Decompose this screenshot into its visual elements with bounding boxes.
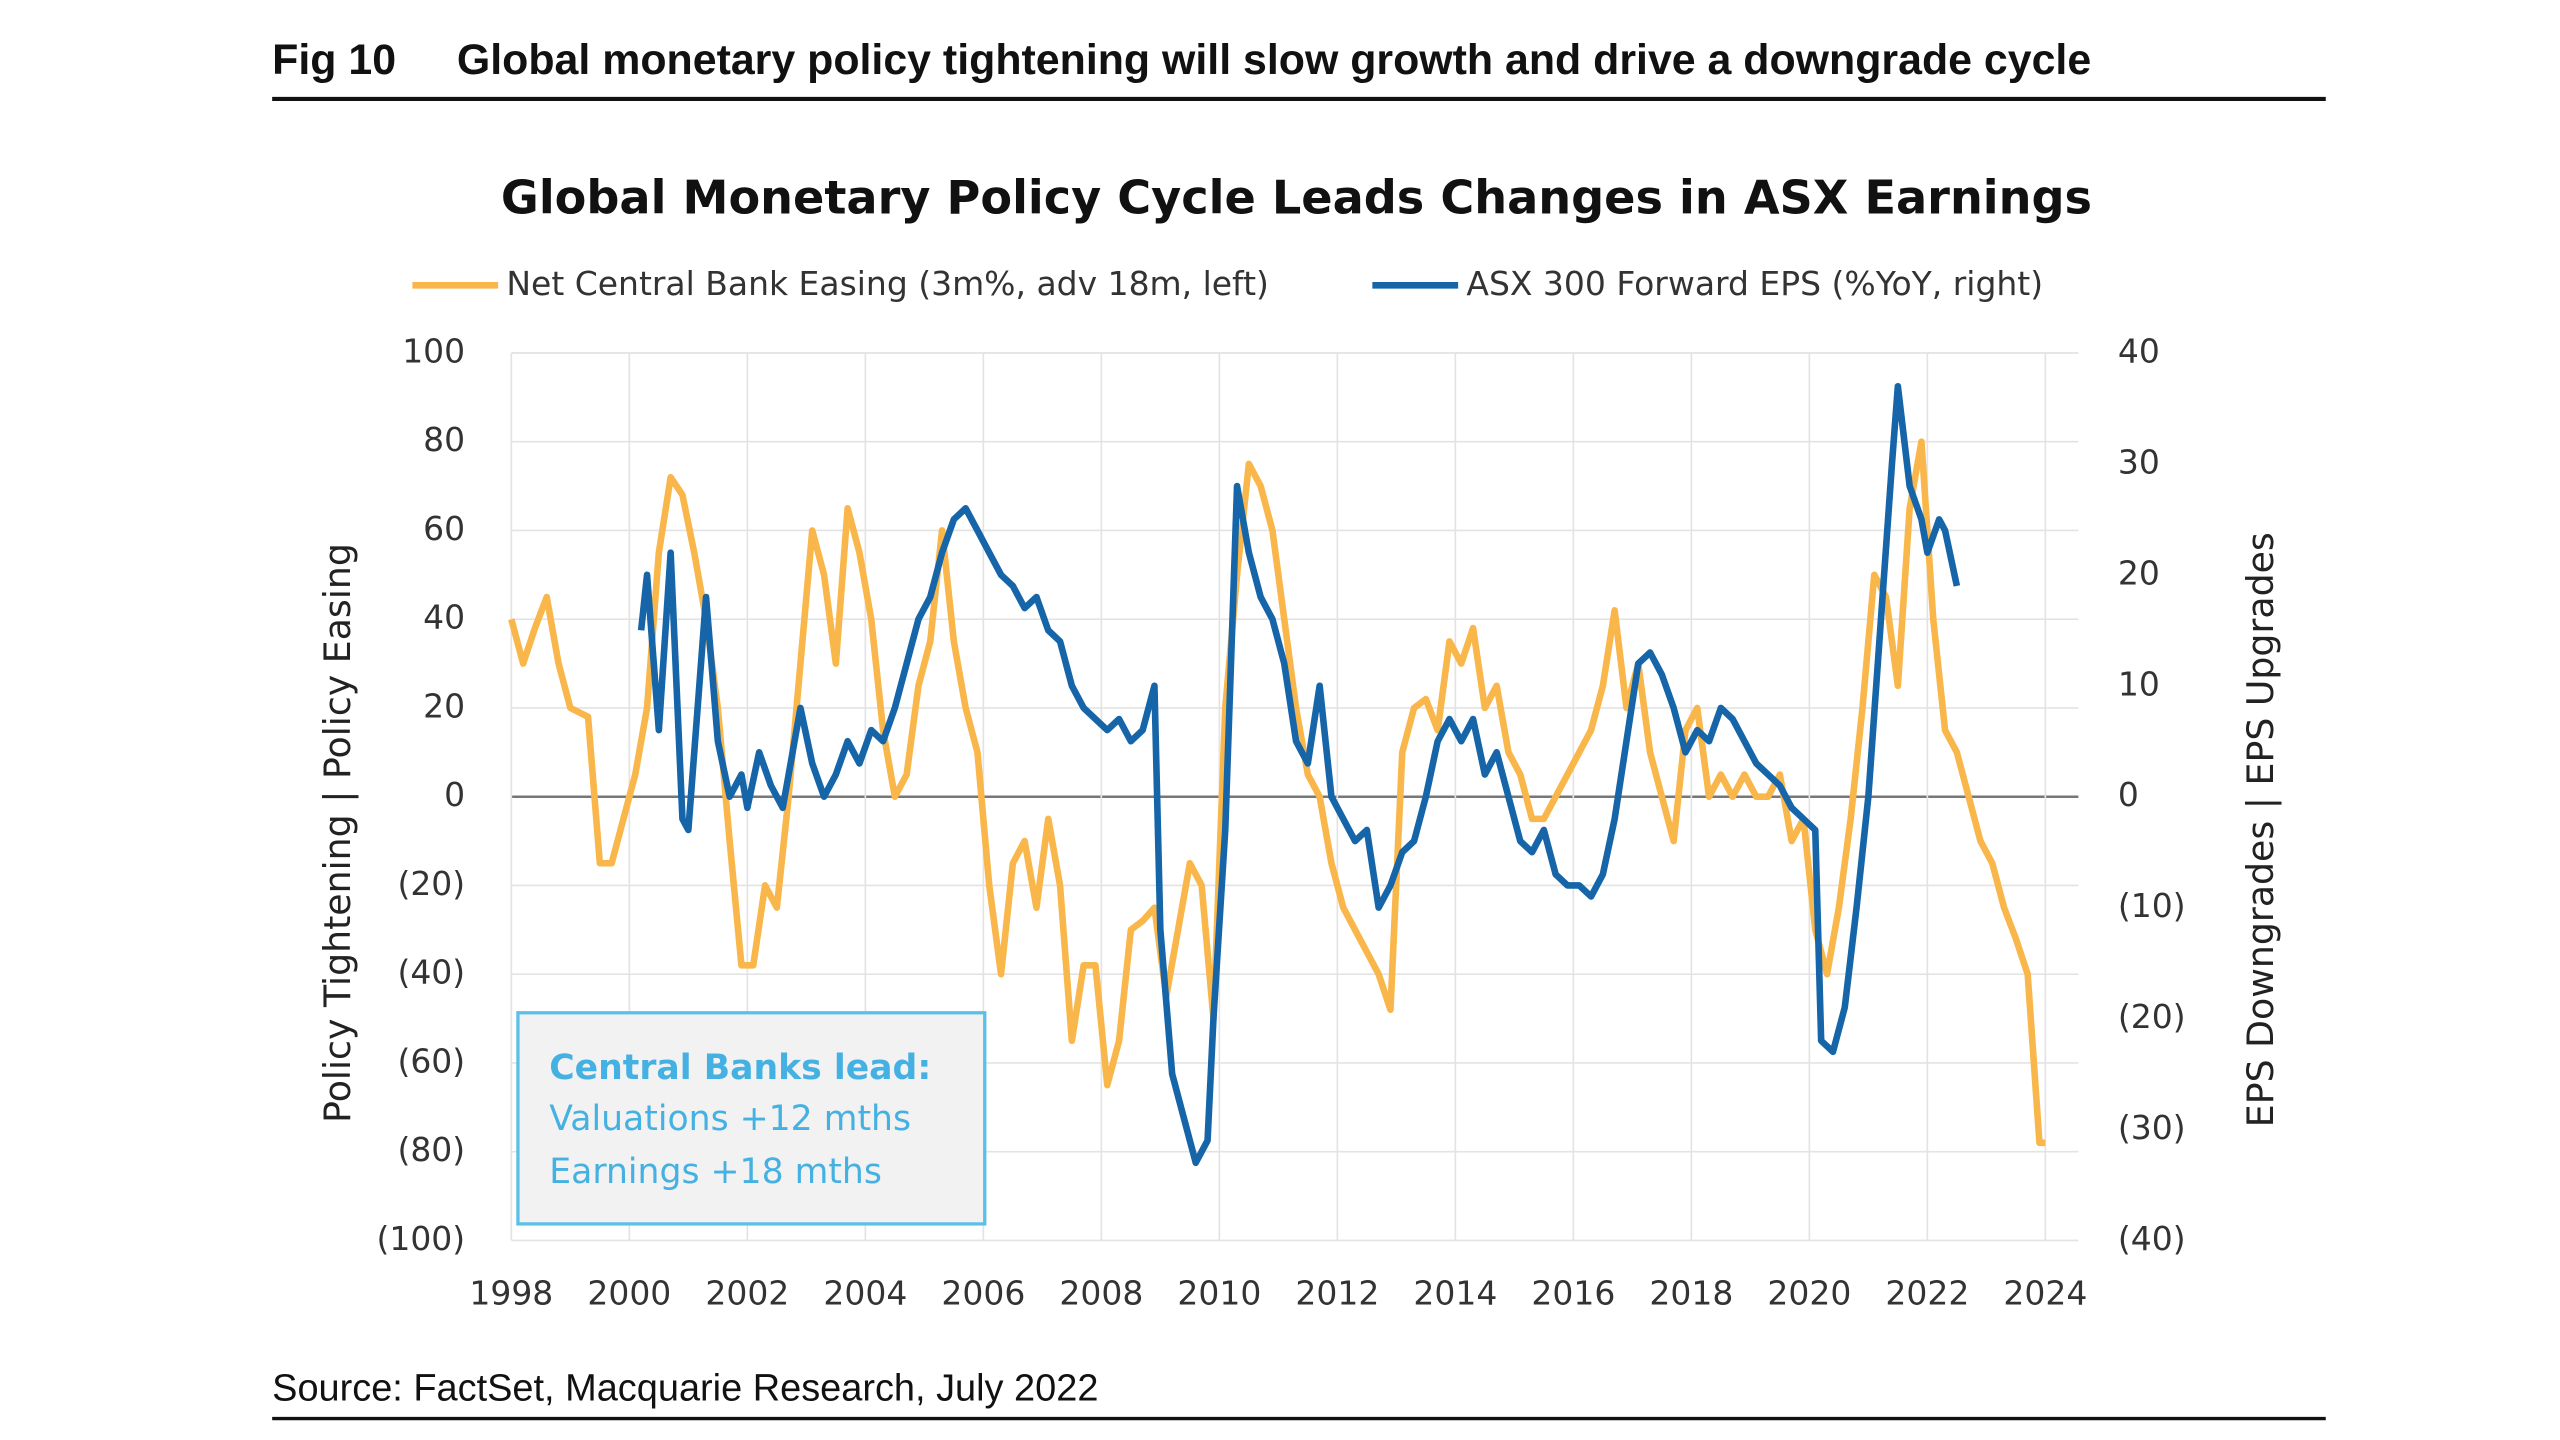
figure-label: Fig 10 (272, 36, 396, 84)
annotation-box (516, 1011, 987, 1226)
y2-tick-label: (20) (2118, 997, 2186, 1036)
y-tick-label: (20) (397, 864, 465, 903)
y2-tick-label: (10) (2118, 886, 2186, 925)
chart-title: Global Monetary Policy Cycle Leads Chang… (501, 171, 2092, 225)
y-tick-label: (60) (397, 1041, 465, 1080)
x-tick-label: 2010 (1177, 1273, 1261, 1312)
source: Source: FactSet, Macquarie Research, Jul… (272, 1368, 1098, 1410)
plot (508, 382, 2046, 1167)
x-tick-label: 2004 (823, 1273, 907, 1312)
y2-tick-label: 30 (2118, 442, 2160, 481)
y-tick-label: (80) (397, 1130, 465, 1169)
y-tick-label: 0 (444, 775, 465, 814)
y-tick-label: 100 (402, 331, 465, 370)
x-tick-label: 2006 (941, 1273, 1025, 1312)
y2-tick-label: (30) (2118, 1108, 2186, 1147)
y2-tick-label: 20 (2118, 553, 2160, 592)
x-tick-label: 2012 (1295, 1273, 1379, 1312)
x-tick-label: 2014 (1413, 1273, 1497, 1312)
y-tick-label: 60 (423, 509, 465, 548)
x-tick-label: 1998 (469, 1273, 553, 1312)
y2-axis-label: EPS Downgrades | EPS Upgrades (2239, 532, 2282, 1127)
x-tick-label: 2002 (705, 1273, 789, 1312)
series-line (637, 382, 1961, 1167)
y2-tick-label: 0 (2118, 775, 2139, 814)
y2-tick-label: (40) (2118, 1219, 2186, 1258)
x-tick-label: 2008 (1059, 1273, 1143, 1312)
figure-title: Global monetary policy tightening will s… (457, 36, 2091, 84)
y-tick-label: (40) (397, 953, 465, 992)
y2-tick-label: 10 (2118, 664, 2160, 703)
y2-tick-label: 40 (2118, 331, 2160, 370)
y-tick-label: 20 (423, 686, 465, 725)
annotation: Earnings +18 mths (549, 1152, 882, 1192)
x-tick-label: 2000 (587, 1273, 671, 1312)
annotation: Central Banks lead: (549, 1048, 931, 1088)
x-tick-label: 2024 (2003, 1273, 2087, 1312)
x-tick-label: 2018 (1649, 1273, 1733, 1312)
series-line (508, 438, 2046, 1147)
x-tick-label: 2022 (1885, 1273, 1969, 1312)
legend-label: Net Central Bank Easing (3m%, adv 18m, l… (506, 264, 1268, 303)
x-tick-label: 2020 (1767, 1273, 1851, 1312)
y-axis-label: Policy Tightening | Policy Easing (316, 543, 359, 1123)
y-tick-label: (100) (376, 1219, 465, 1258)
x-tick-label: 2016 (1531, 1273, 1615, 1312)
annotation: Valuations +12 mths (549, 1099, 911, 1139)
y-tick-label: 40 (423, 598, 465, 637)
legend-label: ASX 300 Forward EPS (%YoY, right) (1466, 264, 2043, 303)
y-tick-label: 80 (423, 420, 465, 459)
